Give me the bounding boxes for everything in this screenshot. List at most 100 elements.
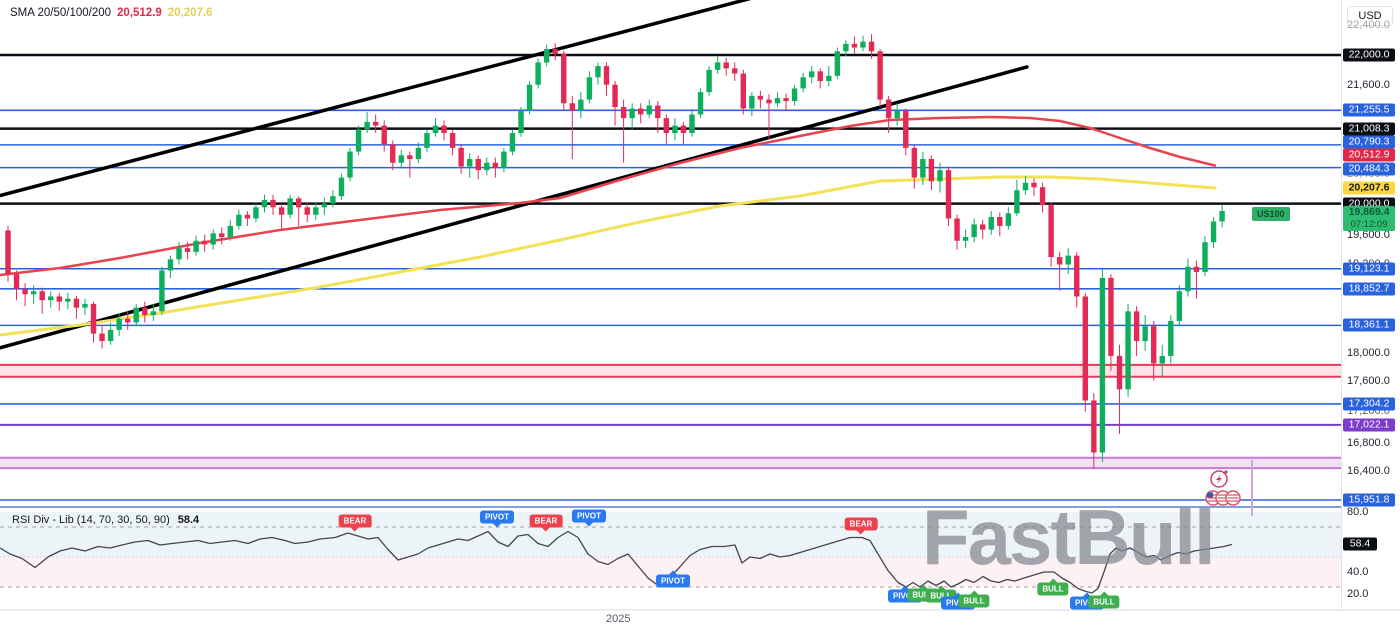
- candle: [578, 92, 584, 119]
- candle-body: [569, 103, 575, 111]
- purple-supply-zone[interactable]: [0, 457, 1341, 469]
- candle: [971, 218, 977, 243]
- candle-body: [296, 198, 302, 208]
- candle: [749, 92, 755, 116]
- time-axis-year[interactable]: 2025: [606, 613, 631, 625]
- candle-body: [766, 99, 772, 104]
- candle-body: [99, 333, 105, 342]
- sma-50-line[interactable]: [0, 115, 1217, 277]
- candle: [30, 285, 37, 304]
- sma-200-line[interactable]: [0, 175, 1217, 337]
- candle: [920, 151, 926, 186]
- candle: [1031, 178, 1037, 197]
- candle-body: [672, 125, 678, 134]
- price-level-label: 17,022.1: [1343, 418, 1395, 432]
- price-level-label: 17,304.2: [1343, 397, 1395, 411]
- candle-body: [920, 159, 926, 178]
- candle: [65, 292, 71, 310]
- candle: [543, 44, 550, 67]
- candle-body: [586, 77, 593, 100]
- candle-body: [749, 95, 755, 109]
- price-axis-tick: 40.0: [1347, 566, 1369, 578]
- candle-body: [877, 51, 883, 100]
- candle: [843, 40, 849, 57]
- candle: [732, 62, 738, 82]
- candle-body: [201, 240, 208, 245]
- candle: [193, 235, 199, 256]
- candle: [227, 219, 233, 241]
- candle-body: [655, 105, 661, 119]
- candles: [5, 34, 1225, 469]
- candle: [723, 57, 729, 76]
- candle: [13, 270, 20, 301]
- lightning-bolt-icon: [1216, 474, 1222, 484]
- sma-value-label: 20,207.6: [1343, 181, 1395, 195]
- price-axis-tick: 21,600.0: [1347, 79, 1390, 91]
- candle: [1065, 248, 1071, 275]
- candle-body: [826, 75, 832, 82]
- lightning-event-icon[interactable]: [1210, 470, 1228, 488]
- candle-body: [56, 296, 62, 302]
- price-axis-tick: 18,000.0: [1347, 347, 1390, 359]
- candle-body: [304, 207, 310, 215]
- candle: [962, 229, 969, 249]
- candle: [407, 151, 413, 178]
- candle-body: [1039, 187, 1046, 206]
- sma-legend-title: SMA 20/50/100/200: [10, 7, 112, 19]
- candle-body: [629, 108, 635, 119]
- candle: [800, 72, 806, 93]
- price-level-label: 18,852.7: [1343, 282, 1395, 296]
- price-axis-tick: 80.0: [1347, 506, 1369, 518]
- candle: [398, 150, 404, 168]
- candle: [646, 99, 652, 119]
- candle-body: [244, 214, 251, 219]
- candle-body: [458, 147, 464, 167]
- candle: [424, 129, 430, 152]
- candle: [176, 242, 182, 265]
- candle: [697, 88, 704, 119]
- candle: [526, 81, 533, 115]
- signal-badge-pivot: PIVOT: [571, 509, 607, 527]
- candle-body: [791, 88, 798, 102]
- trendline-1[interactable]: [0, 0, 760, 198]
- candle-body: [680, 125, 687, 134]
- candle-body: [1193, 266, 1200, 272]
- candle-body: [501, 151, 507, 168]
- candle-body: [723, 62, 729, 69]
- candle: [997, 212, 1003, 237]
- pink-supply-zone[interactable]: [0, 364, 1341, 377]
- candle: [296, 196, 302, 226]
- rsi-indicator-name: RSI Div - Lib (14, 70, 30, 50, 90): [12, 514, 170, 526]
- candle: [757, 90, 764, 109]
- rsi-value-label: 58.4: [1343, 537, 1377, 551]
- candle: [817, 68, 823, 89]
- candle-body: [1116, 355, 1123, 390]
- candle: [1022, 176, 1029, 195]
- candle: [809, 66, 815, 84]
- candle-body: [313, 207, 319, 215]
- candle: [535, 58, 541, 89]
- rsi-indicator-label[interactable]: RSI Div - Lib (14, 70, 30, 50, 90) 58.4: [12, 514, 199, 526]
- candle: [620, 99, 627, 163]
- candle-body: [843, 43, 849, 52]
- candle-body: [176, 248, 182, 260]
- sma-legend[interactable]: SMA 20/50/100/200 20,512.9 20,207.6: [10, 7, 213, 19]
- candle-body: [210, 233, 216, 245]
- candle-body: [390, 144, 396, 163]
- candle-body: [535, 62, 541, 85]
- signal-badge-bull: BULL: [958, 590, 990, 608]
- candle: [672, 118, 678, 141]
- candle-body: [330, 196, 336, 204]
- lightning-star-dot: [1224, 470, 1228, 474]
- price-axis-tick: 19,600.0: [1347, 229, 1390, 241]
- candle-body: [1133, 311, 1140, 342]
- currency-selector[interactable]: USD: [1347, 6, 1393, 26]
- candle-body: [133, 307, 139, 323]
- price-level-label: 19,123.1: [1343, 262, 1395, 276]
- candle-body: [90, 303, 97, 334]
- trendline-2[interactable]: [0, 65, 1029, 350]
- candle-body: [1099, 277, 1106, 453]
- flag-cluster-icon[interactable]: [1205, 490, 1241, 506]
- candle: [381, 120, 387, 152]
